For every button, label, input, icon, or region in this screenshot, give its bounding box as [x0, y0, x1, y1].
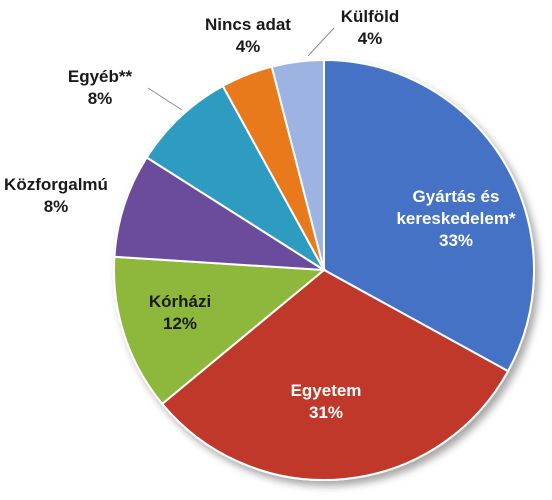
slice-name: kereskedelem* — [396, 209, 515, 228]
slice-name: Gyártás és — [413, 187, 500, 206]
pie-slice-korhazi — [113, 255, 327, 406]
slice-percent: 33% — [439, 231, 473, 250]
slice-percent: 4% — [358, 29, 383, 48]
slice-label-egyetem: Egyetem 31% — [291, 381, 362, 422]
leader-line-kulfold — [307, 27, 335, 57]
slice-percent: 8% — [44, 197, 69, 216]
slice-label-egyeb: Egyéb** 8% — [68, 67, 133, 108]
pie-slice-egyetem — [160, 268, 510, 481]
leader-line-egyeb — [147, 87, 183, 111]
slice-name: Egyetem — [291, 381, 362, 400]
slice-percent: 8% — [88, 89, 113, 108]
slice-label-kulfold: Külföld 4% — [341, 7, 400, 48]
slice-labels: Gyártás és kereskedelem* 33% Egyetem 31% Kórh… — [4, 7, 516, 422]
slice-name: Egyéb** — [68, 67, 133, 86]
slice-name: Közforgalmú — [4, 175, 108, 194]
leader-lines — [147, 27, 335, 111]
slice-name: Nincs adat — [205, 15, 291, 34]
pie-slice-kulfold — [270, 58, 325, 271]
slice-percent: 31% — [309, 403, 343, 422]
slice-label-nincs-adat: Nincs adat 4% — [205, 15, 291, 56]
slice-name: Kórházi — [149, 292, 211, 311]
slice-name: Külföld — [341, 7, 400, 26]
slice-label-korhazi: Kórházi 12% — [149, 292, 211, 333]
slice-percent: 12% — [163, 314, 197, 333]
pie-slice-egyeb — [145, 84, 325, 271]
slice-percent: 4% — [236, 37, 261, 56]
slice-label-gyartas-es-kereskedelem: Gyártás és kereskedelem* 33% — [396, 187, 515, 250]
pie-slices — [113, 58, 535, 481]
slice-label-kozforgalmu: Közforgalmú 8% — [4, 175, 108, 216]
pie-slice-gyartas-es-kereskedelem — [323, 58, 535, 373]
pie-slice-kozforgalmu — [113, 156, 325, 271]
